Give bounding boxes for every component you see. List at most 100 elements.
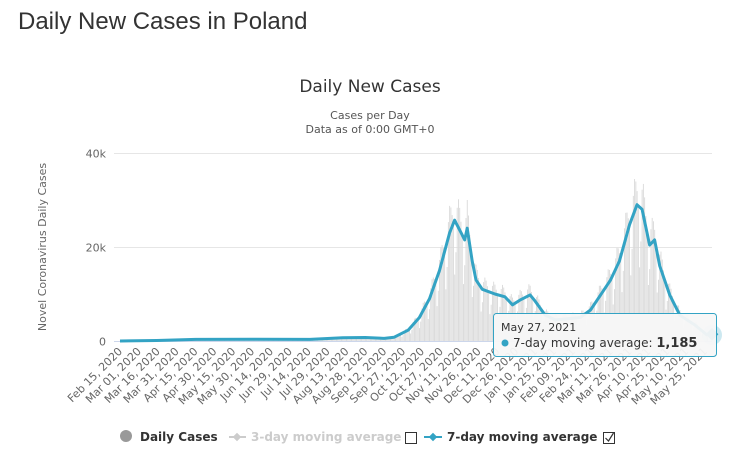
daily-cases-bar [630,275,632,341]
chart-subtitle-2: Data as of 0:00 GMT+0 [306,123,435,136]
chart-subtitle: Cases per Day [330,109,410,122]
daily-cases-bar [410,333,412,341]
daily-cases-bar [471,297,473,341]
daily-cases-bar [620,256,622,341]
daily-cases-bar [494,284,496,341]
daily-cases-bar [608,269,610,341]
diamond-icon [428,432,438,442]
daily-cases-bar [661,259,663,341]
daily-cases-bar [459,207,461,341]
daily-cases-bar [463,284,464,341]
daily-cases-bar [491,285,493,341]
daily-cases-bar [615,258,617,341]
daily-cases-bar [460,221,462,341]
daily-cases-bar [424,301,425,341]
tooltip-dot-icon [501,339,509,347]
daily-cases-bar [469,235,471,341]
daily-cases-bar [363,337,365,341]
daily-cases-bar [374,339,376,341]
daily-cases-bar [619,253,620,341]
daily-cases-bar [652,221,654,341]
checkbox-3-day-average[interactable] [405,432,417,444]
daily-cases-bar [411,329,413,341]
circle-icon [120,430,132,442]
daily-cases-bar [357,339,359,341]
daily-cases-bar [607,269,609,341]
daily-cases-bar [452,223,454,341]
daily-cases-bar [408,328,410,341]
daily-cases-bar [416,318,418,341]
daily-cases-bar [397,334,399,341]
tooltip: May 27, 2021 7-day moving average: 1,185 [493,313,717,357]
daily-cases-bar [465,218,467,341]
daily-cases-bar [647,284,649,341]
daily-cases-bar [419,328,420,341]
daily-cases-bar [439,259,441,341]
daily-cases-bar [490,304,492,341]
daily-cases-bar [617,248,619,341]
daily-cases-bar [422,302,424,341]
daily-cases-bar [626,212,628,341]
daily-cases-bar [644,197,646,341]
daily-cases-bar [660,251,662,341]
legend-item-7-day-average[interactable]: 7-day moving average [424,430,597,444]
daily-cases-bar [663,270,664,341]
daily-cases-bar [401,336,403,341]
daily-cases-bar [646,233,648,341]
daily-cases-bar [358,338,360,341]
daily-cases-bar [446,266,448,341]
legend-item-3-day-average[interactable]: 3-day moving average [229,430,401,444]
daily-cases-bar [413,318,415,341]
daily-cases-bar [431,279,433,341]
daily-cases-bar [429,309,430,341]
daily-cases-bar [426,303,428,341]
daily-cases-bar [348,339,350,341]
daily-cases-bar [366,339,368,341]
daily-cases-bar [347,337,349,341]
daily-cases-bar [434,278,435,341]
daily-cases-bar [632,195,634,341]
seven-day-average-line[interactable] [119,203,709,343]
daily-cases-bar [631,248,633,341]
daily-cases-bar [432,277,434,341]
daily-cases-bar [415,317,417,341]
daily-cases-bar [451,215,453,341]
legend-item-daily-cases[interactable]: Daily Cases [120,430,218,444]
daily-cases-bar [406,328,408,341]
daily-cases-bar [622,270,624,341]
daily-cases-bar [392,339,394,341]
daily-cases-bar [354,337,356,341]
daily-cases-bar [474,263,476,341]
daily-cases-bar [383,339,385,341]
daily-cases-bar [625,212,627,341]
daily-cases-bar [479,285,481,341]
daily-cases-bar [458,199,459,341]
daily-cases-bar [642,183,644,341]
daily-cases-bar [437,290,439,341]
daily-cases-bar [454,274,456,341]
daily-cases-bar [654,229,656,341]
daily-cases-bar [391,337,393,341]
daily-cases-bar [627,218,629,341]
daily-cases-bar [400,334,402,341]
daily-cases-bar [417,318,419,341]
daily-cases-bar [649,269,651,341]
daily-cases-bar [447,222,449,341]
daily-cases-bar [425,302,427,341]
daily-cases-bar [461,235,463,341]
daily-cases-bar [651,217,653,341]
legend-label: 7-day moving average [447,430,597,444]
daily-cases-bar [473,285,474,341]
daily-cases-bar [322,339,324,341]
daily-cases-bar [528,284,530,341]
daily-cases-bar [398,334,400,341]
y-tick-label: 0 [99,336,106,349]
daily-cases-bar [367,338,369,341]
daily-cases-bar [349,338,351,341]
daily-cases-bar [373,337,375,341]
checkbox-7-day-average[interactable] [603,432,615,444]
daily-cases-bar [484,277,486,341]
daily-cases-bar [485,280,487,341]
daily-cases-bar [341,338,342,341]
daily-cases-bar [402,334,404,341]
